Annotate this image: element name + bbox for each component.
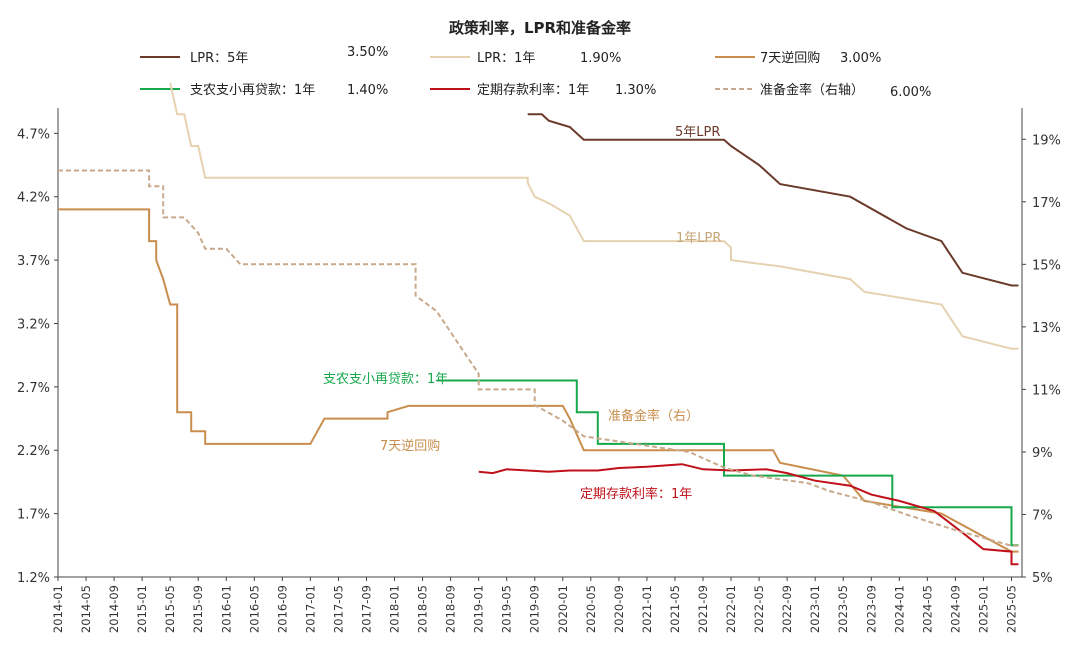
x-tick-label: 2021-09	[696, 585, 710, 633]
axes: 4.7% 4.2% 3.7% 3.2% 2.7% 2.2% 1.7% 1.2% 19% 17% 15…	[17, 108, 1061, 633]
left-tick-label: 2.7%	[17, 381, 50, 396]
annotation-4: 准备金率（右）	[608, 408, 699, 424]
x-tick-label: 2021-05	[668, 585, 682, 633]
x-tick-label: 2018-05	[416, 585, 430, 633]
legend-label-5: 定期存款利率：1年	[477, 82, 589, 98]
x-tick-label: 2014-09	[107, 585, 121, 633]
x-tick-label: 2024-09	[948, 585, 962, 633]
left-tick-label: 1.2%	[17, 571, 50, 586]
right-tick-label: 7%	[1032, 508, 1053, 523]
x-tick-label: 2017-09	[359, 585, 373, 633]
legend-value-3: 3.00%	[840, 51, 881, 66]
left-tick-label: 4.2%	[17, 191, 50, 206]
x-tick-label: 2014-01	[51, 585, 65, 633]
left-tick-label: 3.2%	[17, 317, 50, 332]
right-tick-label: 11%	[1032, 383, 1061, 398]
left-tick-label: 2.2%	[17, 444, 50, 459]
legend-label-1: LPR：5年	[190, 51, 248, 66]
x-tick-label: 2016-09	[275, 585, 289, 633]
x-tick-label: 2024-05	[920, 585, 934, 633]
x-tick-label: 2017-01	[303, 585, 317, 633]
chart-title: 政策利率，LPR和准备金率	[449, 19, 631, 37]
right-tick-label: 9%	[1032, 446, 1053, 461]
legend-value-4: 1.40%	[347, 83, 388, 98]
x-tick-label: 2016-05	[247, 585, 261, 633]
x-tick-label: 2023-05	[836, 585, 850, 633]
legend-label-4: 支农支小再贷款：1年	[190, 83, 315, 98]
right-tick-label: 15%	[1032, 258, 1061, 273]
annotation-5: 7天逆回购	[380, 438, 440, 454]
series-line-5	[478, 463, 1019, 566]
x-tick-label: 2023-09	[864, 585, 878, 633]
x-tick-label: 2024-01	[892, 585, 906, 633]
x-tick-label: 2016-01	[219, 585, 233, 633]
x-tick-label: 2018-01	[388, 585, 402, 633]
left-tick-label: 1.7%	[17, 508, 50, 523]
legend-value-1: 3.50%	[347, 45, 388, 60]
legend-label-3: 7天逆回购	[760, 50, 820, 66]
left-tick-label: 3.7%	[17, 254, 50, 269]
x-tick-label: 2015-05	[163, 585, 177, 633]
annotation-1: 5年LPR	[675, 125, 720, 140]
left-tick-label: 4.7%	[17, 127, 50, 142]
x-tick-label: 2017-05	[331, 585, 345, 633]
annotation-2: 1年LPR	[676, 231, 721, 246]
x-tick-label: 2019-01	[472, 585, 486, 633]
series-layer	[58, 82, 1019, 566]
series-line-2	[169, 82, 1019, 350]
x-tick-label: 2023-01	[808, 585, 822, 633]
series-line-4	[436, 379, 1019, 547]
legend-label-6: 准备金率（右轴）	[760, 82, 864, 98]
x-tick-label: 2019-09	[528, 585, 542, 633]
annotation-3: 支农支小再贷款：1年	[323, 372, 448, 387]
x-tick-label: 2020-05	[584, 585, 598, 633]
x-tick-label: 2022-01	[724, 585, 738, 633]
legend-value-5: 1.30%	[615, 83, 656, 98]
x-tick-label: 2015-01	[135, 585, 149, 633]
annotation-6: 定期存款利率：1年	[580, 486, 692, 502]
x-tick-label: 2020-09	[612, 585, 626, 633]
x-tick-label: 2014-05	[79, 585, 93, 633]
x-tick-label: 2022-05	[752, 585, 766, 633]
x-tick-label: 2025-05	[1004, 585, 1018, 633]
x-tick-label: 2018-09	[444, 585, 458, 633]
right-tick-label: 17%	[1032, 196, 1061, 211]
legend: LPR：5年 3.50% LPR：1年 1.90% 7天逆回购 3.00% 支农支小再贷款：…	[140, 45, 931, 100]
x-tick-label: 2022-09	[780, 585, 794, 633]
legend-label-2: LPR：1年	[477, 51, 535, 66]
x-tick-label: 2019-05	[500, 585, 514, 633]
x-tick-label: 2025-01	[976, 585, 990, 633]
series-line-3	[58, 208, 1019, 553]
x-tick-label: 2015-09	[191, 585, 205, 633]
legend-value-6: 6.00%	[890, 85, 931, 100]
right-tick-label: 19%	[1032, 133, 1061, 148]
series-line-1	[527, 113, 1019, 287]
legend-value-2: 1.90%	[580, 51, 621, 66]
x-tick-label: 2021-01	[640, 585, 654, 633]
series-line-6	[58, 169, 1019, 547]
x-tick-label: 2020-01	[556, 585, 570, 633]
right-tick-label: 13%	[1032, 321, 1061, 336]
right-tick-label: 5%	[1032, 571, 1053, 586]
